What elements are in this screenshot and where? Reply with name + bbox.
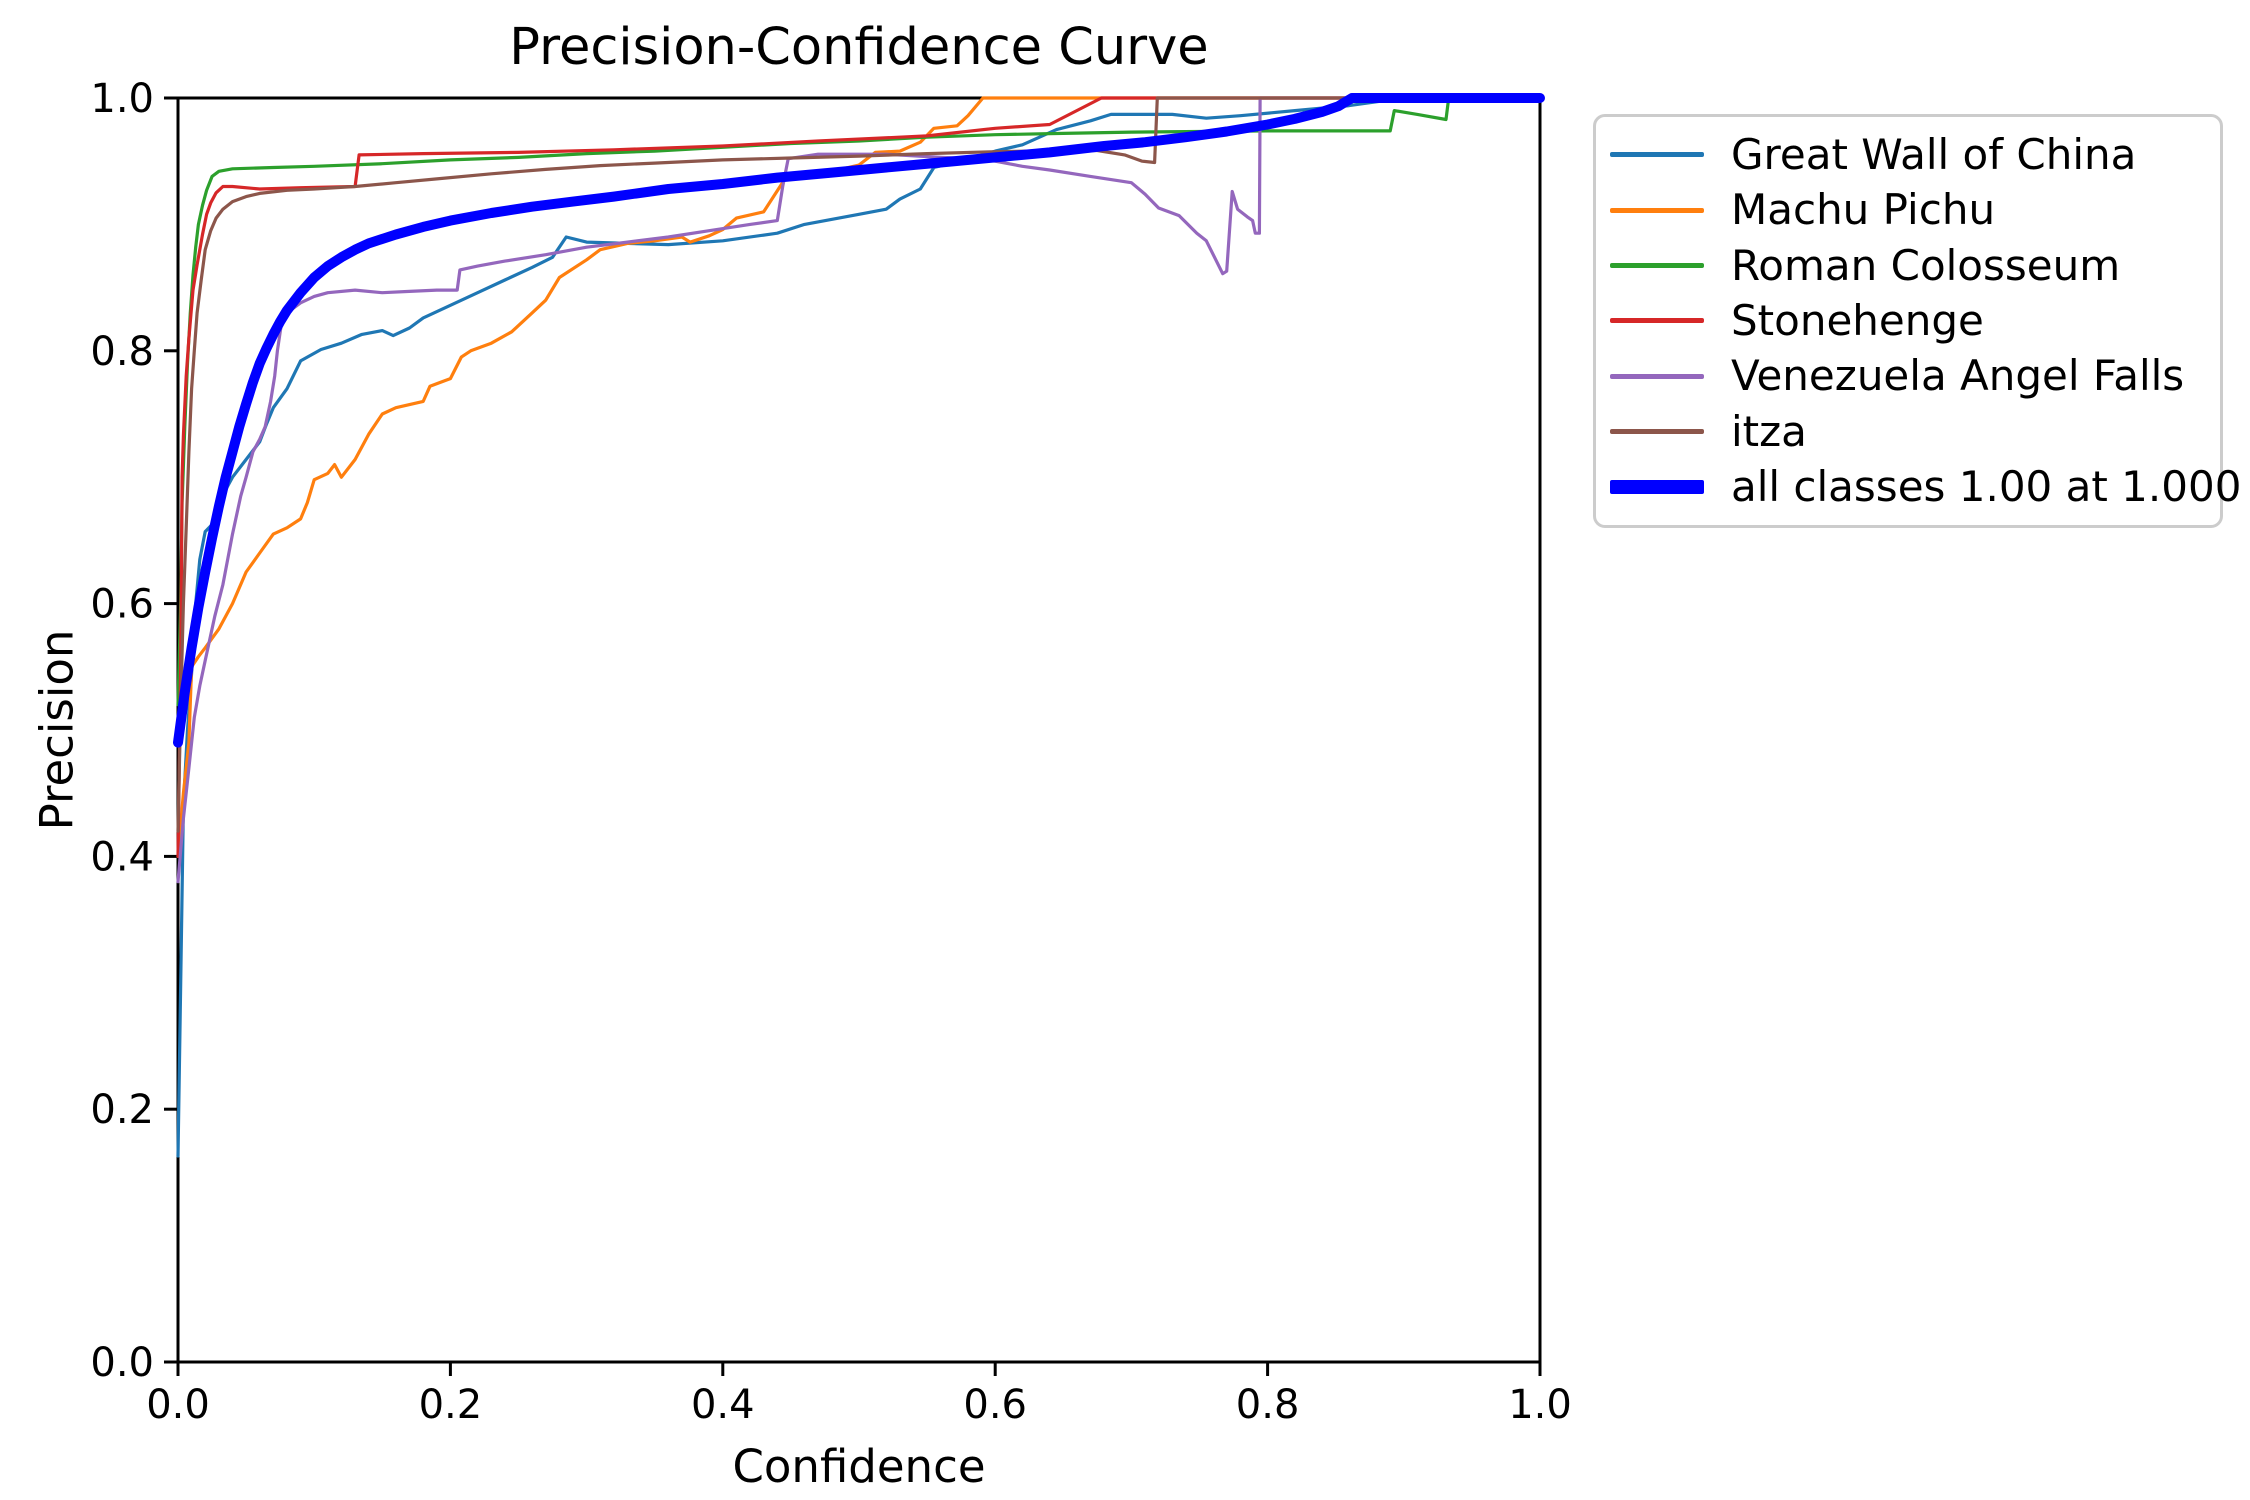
x-tick-label: 0.2 xyxy=(419,1382,483,1428)
legend-swatch-great-wall-of-china xyxy=(1610,152,1704,158)
legend-label-machu-pichu: Machu Pichu xyxy=(1731,185,1996,235)
legend-label-great-wall-of-china: Great Wall of China xyxy=(1731,129,2137,179)
series-line-stonehenge xyxy=(176,96,1542,859)
series-line-all-classes-1-00-at-1-000 xyxy=(173,93,1545,748)
y-tick-label: 0.8 xyxy=(90,329,154,375)
x-tick-label: 0.4 xyxy=(691,1382,755,1428)
legend-label-stonehenge: Stonehenge xyxy=(1731,295,1984,345)
y-tick-label: 0.0 xyxy=(90,1340,154,1386)
y-tick-label: 0.4 xyxy=(90,834,154,880)
y-tick-label: 0.6 xyxy=(90,582,154,628)
legend-swatch-stonehenge xyxy=(1610,318,1704,324)
series-line-venezuela-angel-falls xyxy=(176,96,1542,884)
series-line-itza xyxy=(176,96,1542,833)
legend-swatch-all-classes-1-00-at-1-000 xyxy=(1610,480,1704,495)
y-tick-label: 1.0 xyxy=(90,76,154,122)
legend-item-machu-pichu: Machu Pichu xyxy=(1610,185,2210,235)
legend-item-venezuela-angel-falls: Venezuela Angel Falls xyxy=(1610,351,2210,401)
legend-item-great-wall-of-china: Great Wall of China xyxy=(1610,130,2210,180)
series-line-machu-pichu xyxy=(176,96,1542,859)
legend-item-roman-colosseum: Roman Colosseum xyxy=(1610,241,2210,291)
legend-label-venezuela-angel-falls: Venezuela Angel Falls xyxy=(1731,351,2185,401)
x-tick-label: 0.6 xyxy=(963,1382,1027,1428)
x-tick-label: 0.0 xyxy=(146,1382,210,1428)
legend-label-all-classes-1-00-at-1-000: all classes 1.00 at 1.000 xyxy=(1731,462,2242,512)
y-axis-label: Precision xyxy=(30,629,84,831)
legend-item-all-classes-1-00-at-1-000: all classes 1.00 at 1.000 xyxy=(1610,462,2241,512)
axes-border xyxy=(176,96,1542,1364)
legend-item-itza: itza xyxy=(1610,407,2210,457)
legend-swatch-itza xyxy=(1610,429,1704,435)
legend: Great Wall of China Machu Pichu Roman Colo… xyxy=(1593,114,2241,528)
series-line-roman-colosseum xyxy=(176,96,1542,707)
series-line-great-wall-of-china xyxy=(176,96,1542,1158)
legend-label-itza: itza xyxy=(1731,406,1807,456)
legend-item-stonehenge: Stonehenge xyxy=(1610,296,2210,346)
legend-swatch-roman-colosseum xyxy=(1610,263,1704,269)
x-axis-label: Confidence xyxy=(732,1440,986,1493)
legend-swatch-machu-pichu xyxy=(1610,207,1704,213)
legend-swatch-venezuela-angel-falls xyxy=(1610,373,1704,379)
legend-label-roman-colosseum: Roman Colosseum xyxy=(1731,240,2121,290)
chart-title: Precision-Confidence Curve xyxy=(509,18,1209,77)
y-tick-label: 0.2 xyxy=(90,1087,154,1133)
x-tick-label: 1.0 xyxy=(1508,1382,1572,1428)
x-tick-label: 0.8 xyxy=(1236,1382,1300,1428)
